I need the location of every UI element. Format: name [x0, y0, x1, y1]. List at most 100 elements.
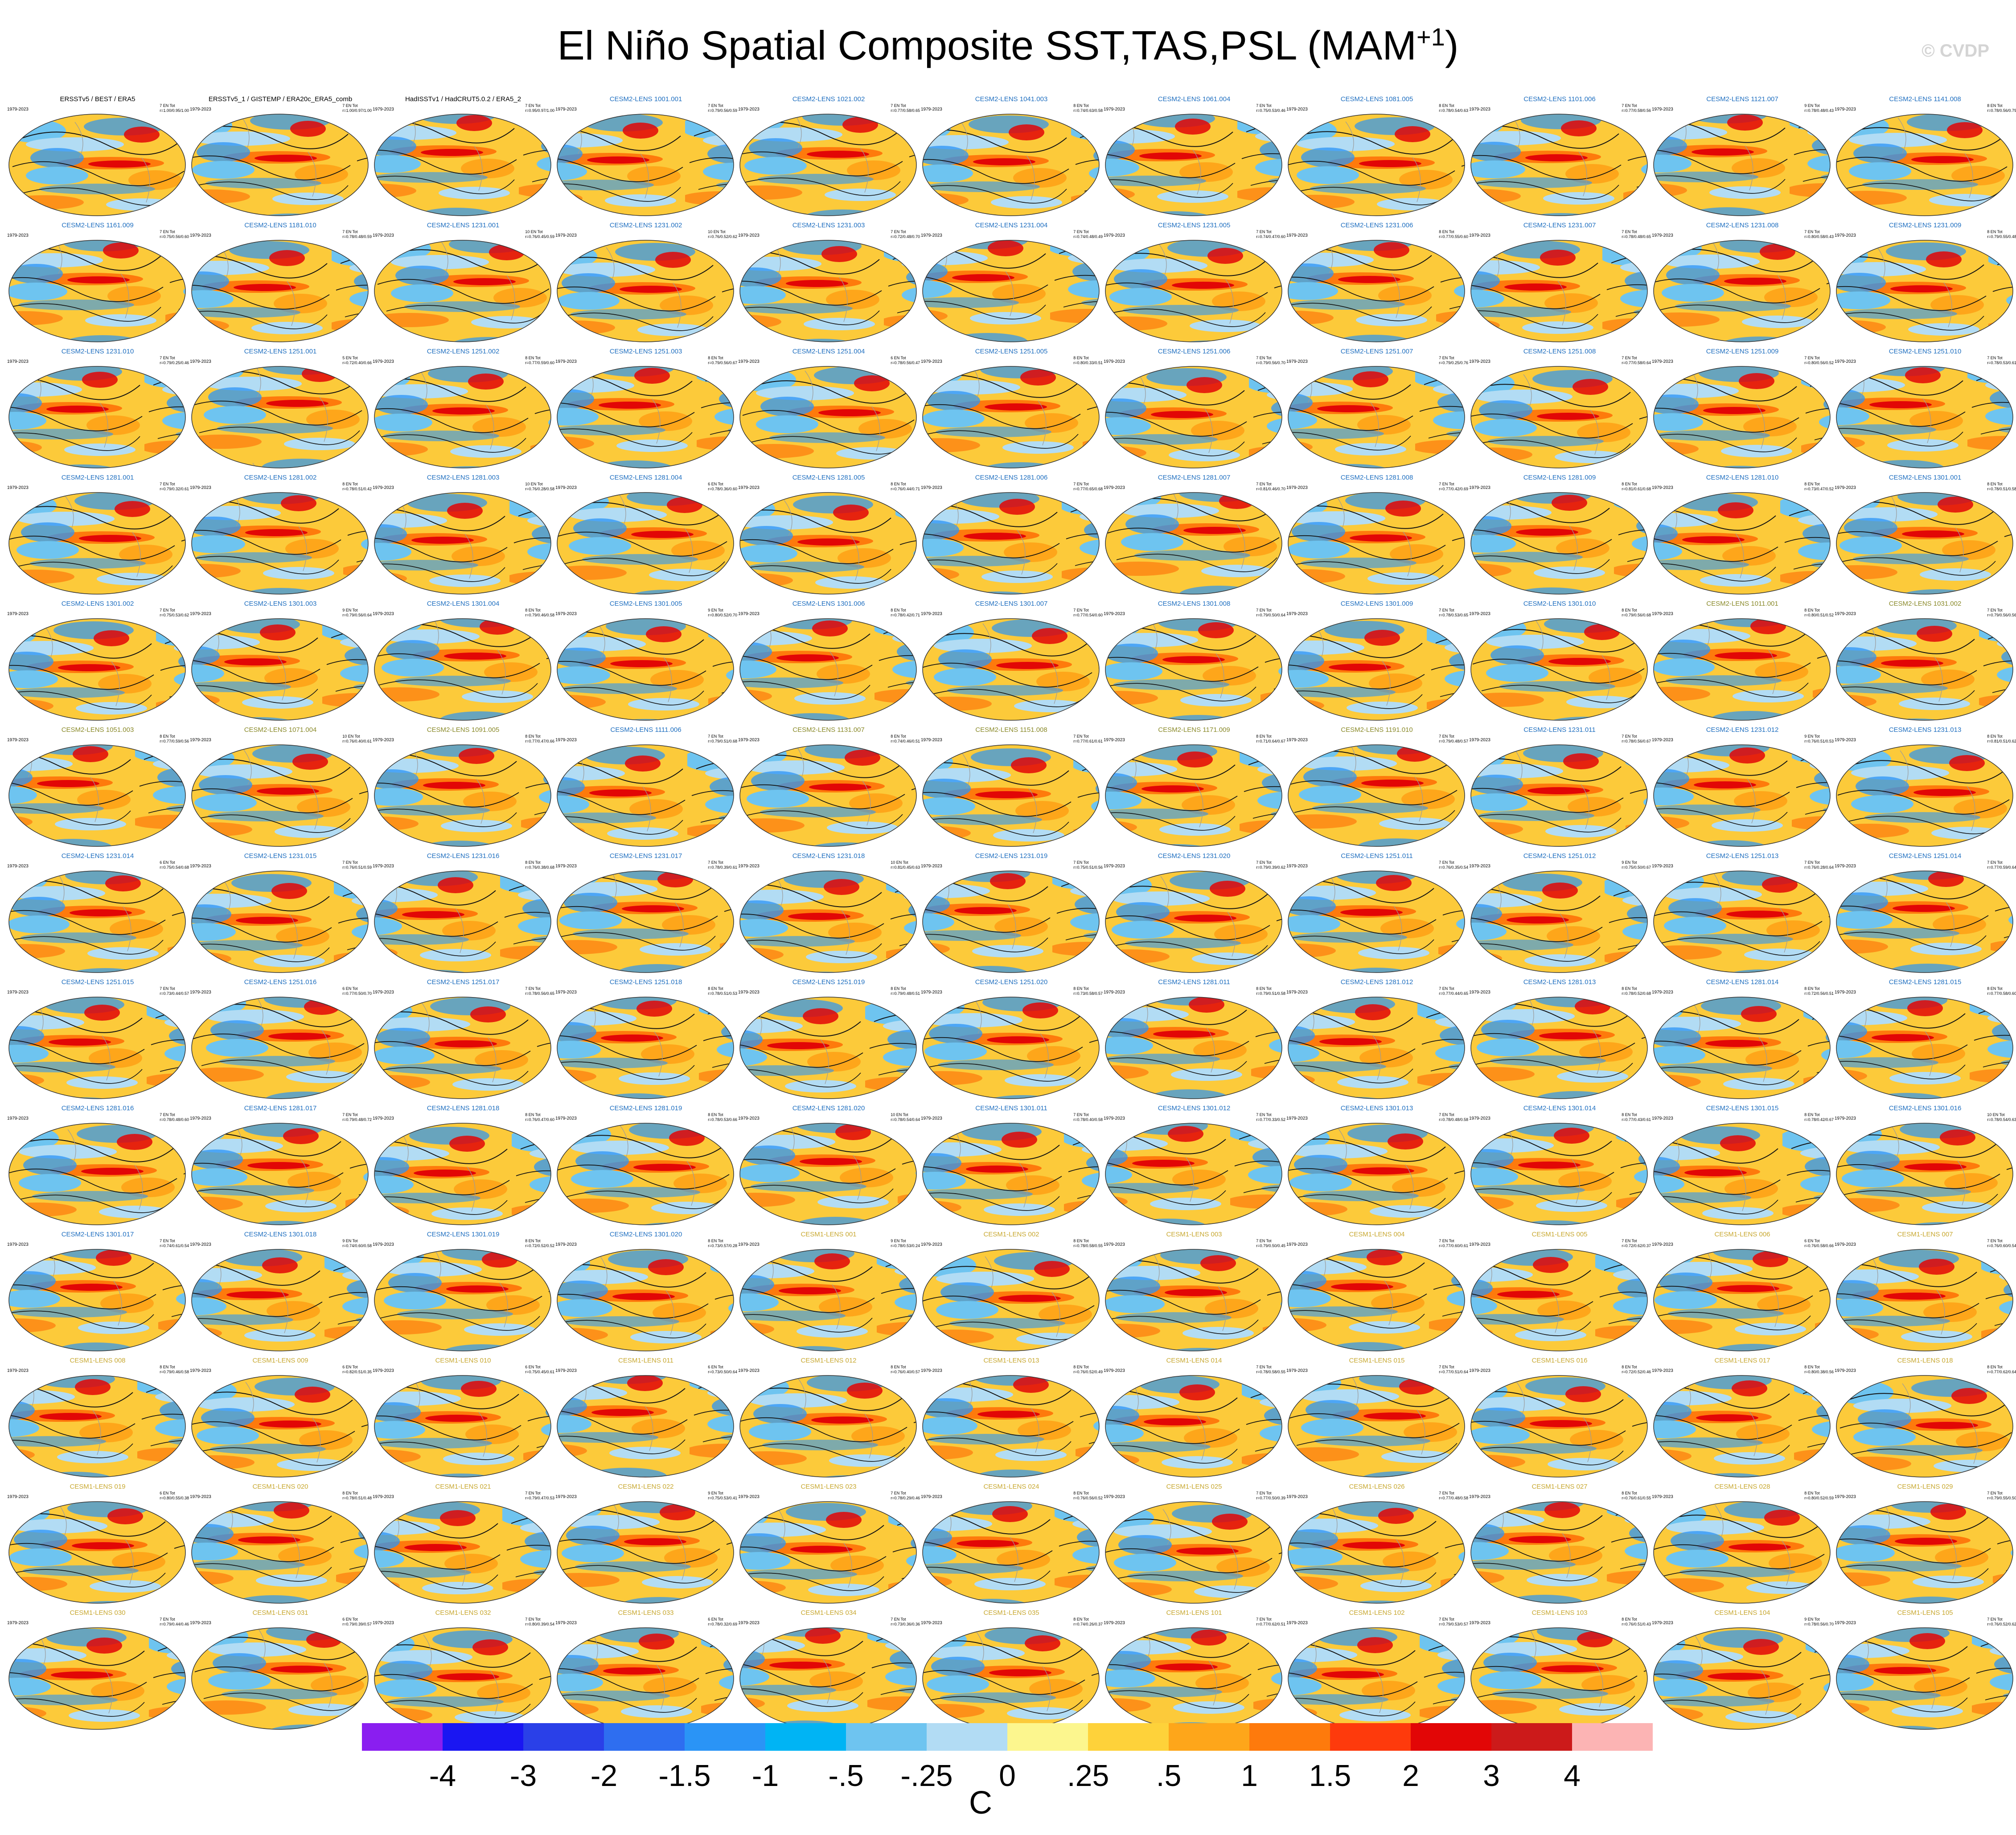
panel-title: CESM2-LENS 1281.001	[61, 474, 134, 481]
panel-title: CESM2-LENS 1301.019	[427, 1231, 500, 1238]
panel-title: CESM2-LENS 1281.008	[1340, 474, 1413, 481]
map-outline	[1836, 1501, 2013, 1604]
map-outline	[922, 1501, 1100, 1604]
map-panel: CESM2-LENS 1301.012 1979-2023 7 EN Tot r=0…	[1103, 1103, 1285, 1228]
map-outline	[8, 240, 186, 342]
map-globe	[374, 366, 551, 468]
panel-years: 1979-2023	[921, 864, 942, 869]
panel-title: CESM1-LENS 105	[1897, 1609, 1953, 1617]
panel-stats: 7 EN Tot r=0.75/0.53/0.46	[1256, 103, 1285, 113]
map-panel: CESM2-LENS 1281.008 1979-2023 7 EN Tot r=0…	[1285, 472, 1468, 598]
map-globe	[374, 114, 551, 216]
map-globe	[1288, 114, 1465, 216]
map-field	[9, 366, 185, 468]
panel-years: 1979-2023	[7, 612, 29, 616]
map-field	[1471, 240, 1647, 342]
map-field	[923, 871, 1099, 973]
colorbar-swatch	[443, 1723, 523, 1751]
map-globe	[8, 1375, 186, 1478]
panel-years: 1979-2023	[1835, 738, 1856, 743]
colorbar-tick-label: .5	[1156, 1759, 1182, 1793]
map-globe	[1288, 1501, 1465, 1604]
map-panel: CESM2-LENS 1031.002 1979-2023 7 EN Tot r=0…	[1834, 598, 2016, 724]
panel-title: CESM2-LENS 1301.002	[61, 600, 134, 608]
panel-years: 1979-2023	[7, 1494, 29, 1499]
chart-title-close: )	[1445, 23, 1459, 69]
panel-title: CESM2-LENS 1231.008	[1706, 222, 1779, 229]
panel-title: CESM1-LENS 009	[252, 1357, 308, 1364]
map-outline	[1653, 1249, 1831, 1351]
panel-stats: 7 EN Tot r=0.78/0.48/0.59	[342, 230, 372, 239]
map-panel: CESM2-LENS 1251.003 1979-2023 8 EN Tot r=0…	[554, 346, 737, 472]
map-globe	[557, 240, 734, 342]
panel-stats: 7 EN Tot r=0.77/0.58/0.64	[1622, 356, 1651, 365]
map-panel: CESM2-LENS 1301.017 1979-2023 7 EN Tot r=0…	[6, 1229, 189, 1355]
panel-stats: 7 EN Tot r=0.77/0.58/0.65	[891, 103, 920, 113]
panel-stats: 8 EN Tot r=0.79/0.56/0.68	[1622, 608, 1651, 617]
panel-years: 1979-2023	[738, 1368, 760, 1373]
map-globe	[1105, 1627, 1282, 1730]
panel-stats: 7 EN Tot r=0.76/0.35/0.54	[1439, 860, 1468, 870]
map-panel: CESM2-LENS 1281.002 1979-2023 8 EN Tot r=0…	[189, 472, 372, 598]
panel-years: 1979-2023	[373, 1621, 394, 1626]
panel-years: 1979-2023	[1835, 990, 1856, 995]
map-outline	[922, 114, 1100, 216]
panel-title: CESM2-LENS 1011.001	[1706, 600, 1778, 608]
panel-stats: 10 EN Tot r=0.76/0.52/0.62	[708, 230, 737, 239]
panel-stats: 7 EN Tot r=0.78/0.48/0.65	[1622, 230, 1651, 239]
panel-stats: 8 EN Tot r=0.80/0.33/0.51	[1073, 356, 1103, 365]
panel-title: CESM1-LENS 019	[70, 1483, 126, 1490]
map-field	[1654, 619, 1830, 720]
map-field	[1836, 493, 2013, 594]
map-panel: CESM1-LENS 022 1979-2023 9 EN Tot r=0.75/0…	[554, 1481, 737, 1607]
panel-stats: 7 EN Tot r=0.76/0.60/0.54	[1987, 1239, 2016, 1248]
panel-stats: 8 EN Tot r=0.76/0.61/0.55	[1622, 1491, 1651, 1500]
map-outline	[374, 1123, 551, 1225]
map-panel: CESM1-LENS 023 1979-2023 7 EN Tot r=0.78/0…	[737, 1481, 920, 1607]
panel-years: 1979-2023	[738, 1242, 760, 1247]
panel-title: ERSSTv5_1 / GISTEMP / ERA20c_ERA5_comb	[208, 95, 353, 103]
map-field	[740, 619, 916, 720]
map-panel: CESM1-LENS 024 1979-2023 8 EN Tot r=0.76/0…	[920, 1481, 1103, 1607]
panel-years: 1979-2023	[1835, 233, 1856, 238]
map-field	[1105, 493, 1282, 594]
map-field	[740, 1123, 916, 1225]
panel-title: CESM2-LENS 1231.020	[1158, 852, 1231, 860]
map-globe	[8, 240, 186, 342]
panel-years: 1979-2023	[1469, 612, 1490, 616]
panel-stats: 7 EN Tot r=0.75/0.53/0.62	[160, 608, 189, 617]
panel-title: CESM1-LENS 023	[801, 1483, 857, 1490]
map-globe	[374, 744, 551, 847]
map-field	[1288, 240, 1465, 342]
map-outline	[1288, 618, 1465, 721]
map-field	[923, 619, 1099, 720]
panel-years: 1979-2023	[7, 1116, 29, 1121]
map-field	[192, 366, 368, 468]
panel-years: 1979-2023	[1652, 1368, 1673, 1373]
panel-stats: 8 EN Tot r=0.77/0.58/0.60	[1987, 986, 2016, 996]
panel-stats: 6 EN Tot r=0.78/0.36/0.60	[708, 482, 737, 491]
panel-years: 1979-2023	[190, 1116, 211, 1121]
panel-title: CESM2-LENS 1301.008	[1158, 600, 1231, 608]
map-outline	[191, 1501, 369, 1604]
panel-title: CESM1-LENS 010	[435, 1357, 491, 1364]
map-globe	[374, 870, 551, 973]
panel-stats: 8 EN Tot r=0.78/0.58/0.55	[1073, 1239, 1103, 1248]
panel-stats: 8 EN Tot r=0.78/0.42/0.71	[891, 608, 920, 617]
panel-title: CESM2-LENS 1091.005	[427, 726, 500, 734]
map-panel: CESM1-LENS 011 1979-2023 6 EN Tot r=0.73/0…	[554, 1355, 737, 1481]
panel-years: 1979-2023	[921, 1494, 942, 1499]
panel-stats: 7 EN Tot r=0.74/0.47/0.60	[1256, 230, 1285, 239]
map-globe	[922, 240, 1100, 342]
colorbar-tick-label: 0	[999, 1759, 1016, 1793]
panel-years: 1979-2023	[190, 107, 211, 112]
map-field	[1105, 1502, 1282, 1603]
panel-title: CESM1-LENS 028	[1714, 1483, 1770, 1490]
map-outline	[1470, 1123, 1648, 1225]
panel-title: CESM2-LENS 1071.004	[244, 726, 317, 734]
panel-stats: 8 EN Tot r=0.72/0.56/0.51	[1804, 986, 1834, 996]
map-panel: CESM2-LENS 1231.003 1979-2023 7 EN Tot r=0…	[737, 220, 920, 345]
panel-title: CESM2-LENS 1141.008	[1889, 95, 1961, 103]
panel-stats: 9 EN Tot r=0.78/0.56/0.70	[1804, 1617, 1834, 1626]
panel-years: 1979-2023	[1469, 738, 1490, 743]
